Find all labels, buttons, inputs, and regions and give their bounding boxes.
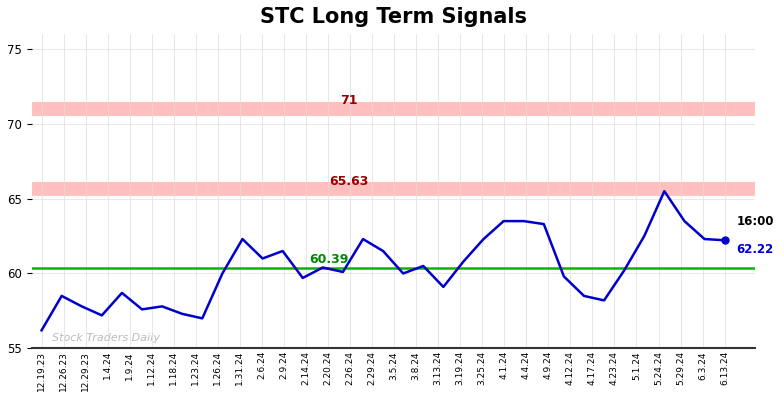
- Text: 16:00: 16:00: [737, 215, 774, 228]
- Text: 71: 71: [340, 94, 358, 107]
- Title: STC Long Term Signals: STC Long Term Signals: [260, 7, 527, 27]
- Text: 62.22: 62.22: [737, 243, 774, 256]
- Text: 65.63: 65.63: [329, 175, 368, 188]
- Text: 60.39: 60.39: [309, 253, 348, 266]
- Text: Stock Traders Daily: Stock Traders Daily: [52, 333, 160, 343]
